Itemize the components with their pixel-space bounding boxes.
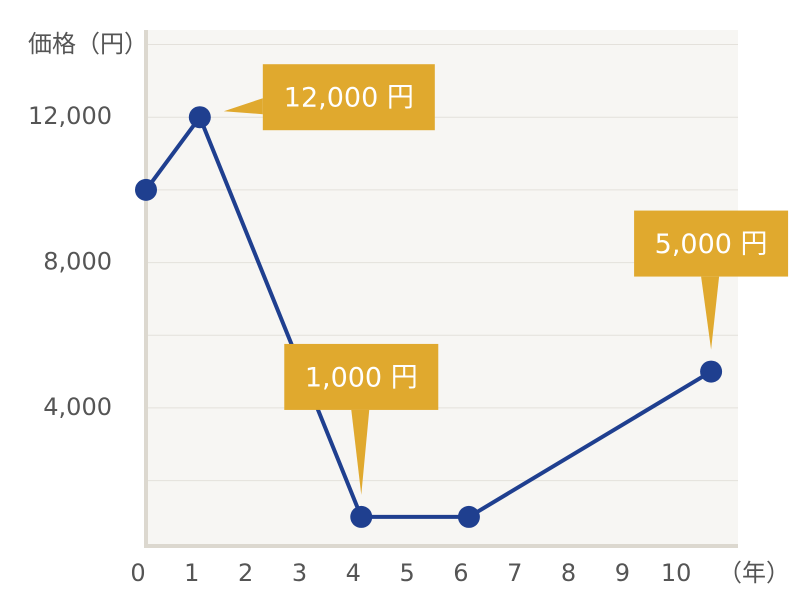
point bbox=[700, 360, 723, 383]
x-tick-label: 0 bbox=[130, 559, 145, 587]
point bbox=[135, 178, 157, 201]
callout-pointer bbox=[223, 98, 263, 115]
y-tick-label: 4,000 bbox=[43, 393, 112, 421]
callout-pointer bbox=[701, 276, 720, 350]
point bbox=[457, 505, 480, 528]
x-tick-label: 10 bbox=[661, 559, 692, 587]
x-tick-label: 4 bbox=[346, 559, 361, 587]
callout-box bbox=[262, 64, 435, 131]
x-tick-label: 1 bbox=[184, 559, 199, 587]
y-axis-label: 価格（円） bbox=[28, 30, 148, 58]
x-tick-label: 6 bbox=[453, 559, 468, 587]
point bbox=[350, 505, 373, 528]
y-tick-label: 12,000 bbox=[28, 102, 112, 130]
value-label: 1,000 円 bbox=[305, 362, 418, 393]
callout-box bbox=[284, 343, 439, 410]
x-tick-label: 9 bbox=[615, 559, 630, 587]
callout-pointer bbox=[351, 409, 370, 495]
x-tick-label: 8 bbox=[561, 559, 576, 587]
x-tick-label: 3 bbox=[292, 559, 307, 587]
callout-box bbox=[634, 210, 789, 277]
x-axis-unit: （年） bbox=[718, 559, 790, 587]
point bbox=[188, 106, 211, 129]
x-tick-label: 7 bbox=[507, 559, 522, 587]
value-label: 5,000 円 bbox=[655, 229, 768, 260]
x-tick-label: 5 bbox=[399, 559, 414, 587]
x-tick-label: 2 bbox=[238, 559, 253, 587]
value-label: 12,000 円 bbox=[284, 83, 414, 114]
plot-area bbox=[146, 30, 738, 546]
y-tick-label: 8,000 bbox=[43, 248, 112, 276]
